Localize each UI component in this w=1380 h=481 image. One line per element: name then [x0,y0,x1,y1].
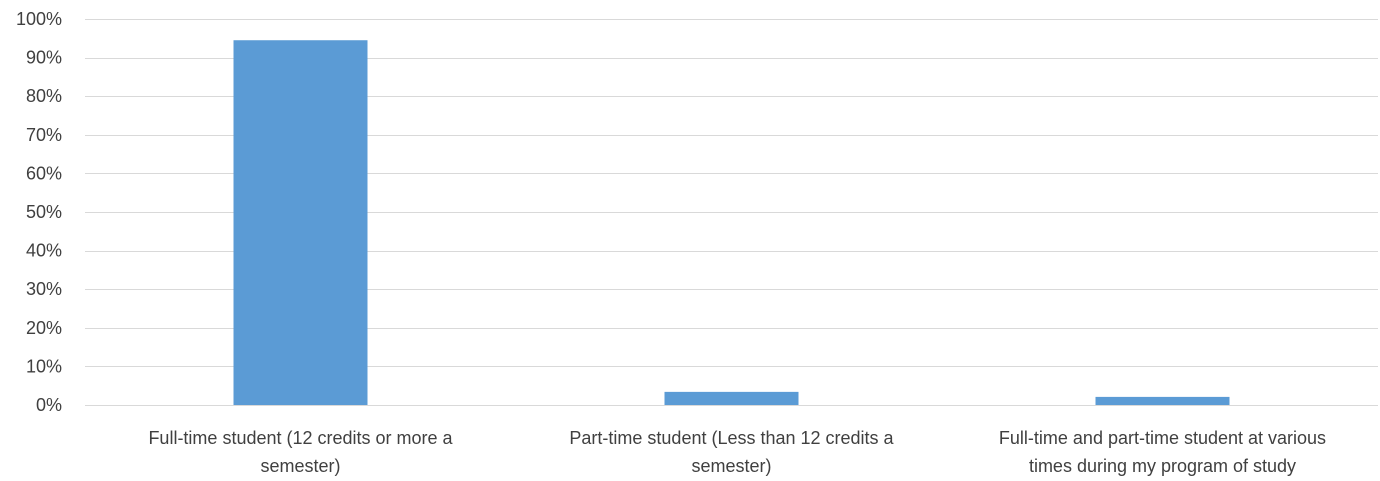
y-tick-label: 20% [26,318,62,338]
y-tick-label: 60% [26,163,62,183]
x-category-label: Full-time and part-time student at vario… [999,428,1326,476]
bar [664,391,799,405]
y-tick-label: 70% [26,125,62,145]
x-category-label: Full-time student (12 credits or more a s… [148,428,453,476]
y-tick-label: 100% [16,9,62,29]
x-category-label-line: times during my program of study [1029,456,1296,476]
y-axis-tick-labels: 0% 10% 20% 30% 40% 50% 60% 70% 80% 90% 100% [16,9,62,415]
x-category-label-line: Full-time student (12 credits or more a [148,428,453,448]
y-tick-label: 80% [26,86,62,106]
y-tick-label: 0% [36,395,62,415]
x-category-label-line: semester) [691,456,771,476]
y-tick-label: 40% [26,241,62,261]
y-tick-label: 30% [26,279,62,299]
y-tick-label: 50% [26,202,62,222]
bar [233,40,368,405]
bars [233,40,1230,405]
x-axis-category-labels: Full-time student (12 credits or more a s… [148,428,1326,476]
y-tick-label: 10% [26,356,62,376]
x-category-label-line: Full-time and part-time student at vario… [999,428,1326,448]
y-tick-label: 90% [26,48,62,68]
x-category-label-line: Part-time student (Less than 12 credits … [569,428,894,448]
bar [1095,396,1230,405]
x-category-label-line: semester) [260,456,340,476]
x-category-label: Part-time student (Less than 12 credits … [569,428,894,476]
